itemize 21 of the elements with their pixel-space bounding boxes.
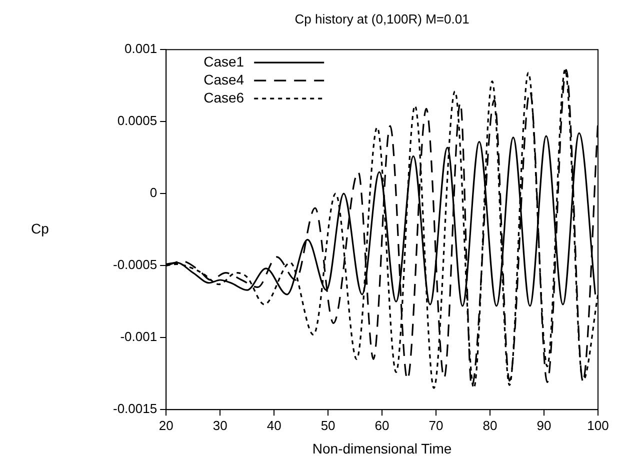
chart-title: Cp history at (0,100R) M=0.01 [294, 11, 470, 26]
y-tick-label: -0.0005 [112, 257, 158, 272]
x-tick-label: 80 [482, 418, 498, 433]
y-tick-label: 0.0005 [117, 113, 158, 128]
y-tick-label: 0.001 [124, 41, 158, 56]
x-tick-label: 60 [374, 418, 390, 433]
x-axis-title: Non-dimensional Time [312, 440, 452, 456]
legend-label: Case4 [204, 71, 244, 88]
y-tick-label: -0.001 [120, 329, 158, 344]
x-tick-label: 70 [428, 418, 444, 433]
x-tick-label: 20 [158, 418, 174, 433]
x-tick-label: 30 [212, 418, 228, 433]
legend-label: Case6 [204, 89, 244, 106]
x-tick-label: 40 [266, 418, 282, 433]
y-tick-label: 0 [150, 185, 158, 200]
y-tick-label: -0.0015 [112, 401, 158, 416]
x-tick-label: 100 [587, 418, 609, 433]
x-tick-label: 50 [320, 418, 336, 433]
x-tick-label: 90 [536, 418, 552, 433]
y-axis-title: Cp [31, 220, 50, 236]
legend-label: Case1 [204, 53, 244, 70]
